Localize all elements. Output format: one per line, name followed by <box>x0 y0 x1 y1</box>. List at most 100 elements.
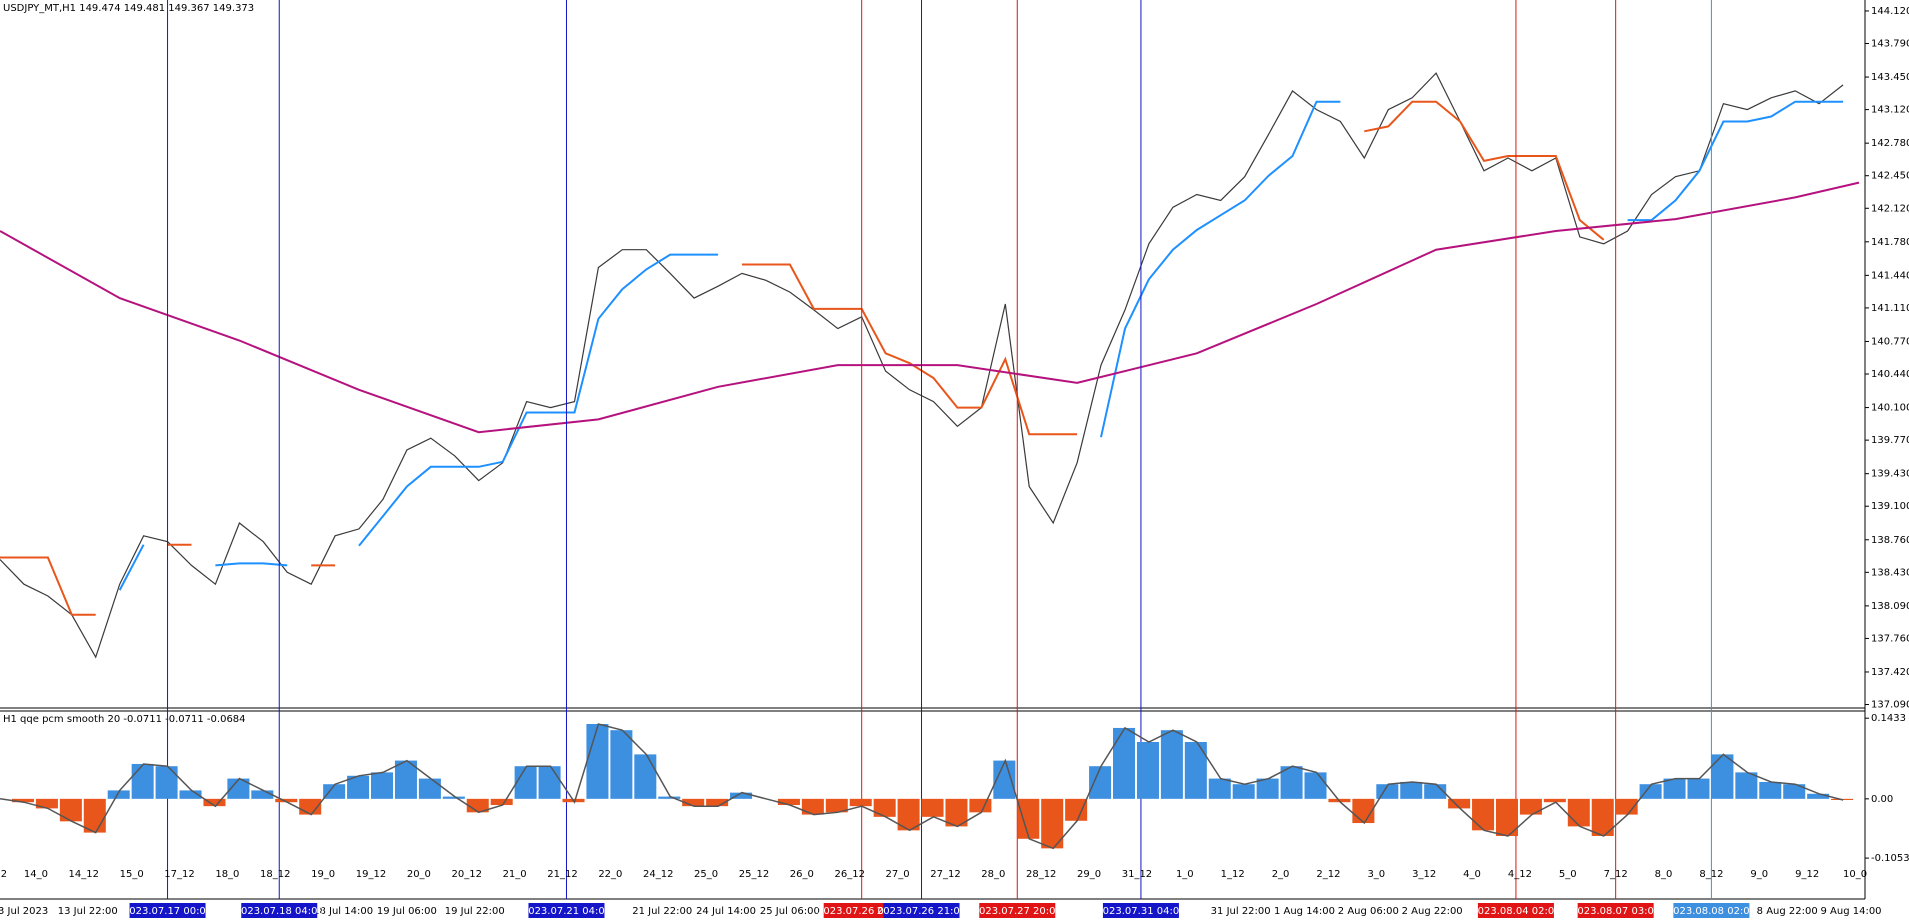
x-tick-label: 21 Jul 22:00 <box>632 906 692 917</box>
event-label: 2023.07.26 06:00 <box>817 906 906 917</box>
histogram-bar <box>418 778 441 799</box>
main-title: USDJPY_MT,H1 149.474 149.481 149.367 149… <box>3 3 254 14</box>
x-tick-label: 28_0 <box>981 869 1005 880</box>
histogram-bar <box>83 798 106 833</box>
histogram-bar <box>107 790 130 799</box>
histogram-bar <box>1089 766 1112 799</box>
x-tick-label: 27_0 <box>886 869 910 880</box>
x-tick-label: 18 Jul 14:00 <box>313 906 373 917</box>
histogram-bar <box>1687 778 1710 799</box>
histogram-bar <box>1065 798 1088 821</box>
x-tick-label: 10_0 <box>1843 869 1867 880</box>
event-label-box <box>883 903 960 918</box>
y-tick-label: 139.100 <box>1871 501 1909 512</box>
histogram-bar <box>1615 798 1638 815</box>
event-label-box <box>1102 903 1179 918</box>
x-tick-label: 19 Jul 22:00 <box>445 906 505 917</box>
y-tick-label: 143.790 <box>1871 39 1909 50</box>
event-label: 2023.07.18 04:00 <box>235 906 324 917</box>
histogram-bar <box>1783 784 1806 799</box>
event-label-box <box>823 903 900 918</box>
histogram-bar <box>873 798 896 817</box>
histogram-bar <box>610 730 633 799</box>
histogram-bar <box>251 790 274 799</box>
histogram-bar <box>1711 754 1734 799</box>
histogram-bar <box>490 798 513 806</box>
histogram-bar <box>1519 798 1542 815</box>
x-tick-label: 8 Aug 22:00 <box>1757 906 1818 917</box>
histogram-bar <box>849 798 872 807</box>
x-tick-label: 24_12 <box>643 869 673 880</box>
histogram-bar <box>1567 798 1590 827</box>
x-tick-label: 2_12 <box>1316 869 1340 880</box>
histogram-bar <box>1663 778 1686 799</box>
histogram-bar <box>634 754 657 799</box>
x-tick-label: 31 Jul 22:00 <box>1211 906 1271 917</box>
histogram-bar <box>11 798 34 803</box>
x-tick-label: 2 Aug 06:00 <box>1338 906 1399 917</box>
histogram-bar <box>179 790 202 799</box>
x-tick-label: 5_0 <box>1559 869 1577 880</box>
histogram-bar <box>825 798 848 813</box>
event-label-box <box>1577 903 1654 918</box>
histogram-bar <box>203 798 226 807</box>
event-label-box <box>1673 903 1750 918</box>
histogram-bar <box>35 798 58 809</box>
histogram-bar <box>658 796 681 799</box>
text-layer: 144.120 143.790 143.450 143.120 142.780 142.4… <box>0 6 1909 918</box>
indicator-title: H1 qqe pcm smooth 20 -0.0711 -0.0711 -0.… <box>3 714 246 725</box>
histogram-bar <box>394 760 417 799</box>
histogram-bar <box>1041 798 1064 849</box>
y-tick-label: 142.780 <box>1871 138 1909 149</box>
x-tick-label: 9_0 <box>1750 869 1768 880</box>
y-tick-label: 0.00 <box>1871 794 1893 805</box>
histogram-bar <box>466 798 489 813</box>
x-tick-label: 9_12 <box>1795 869 1819 880</box>
x-tick-label: 22_0 <box>598 869 622 880</box>
histogram-bar <box>1304 772 1327 799</box>
x-tick-label: 28_12 <box>1026 869 1056 880</box>
histogram-bar <box>897 798 920 831</box>
histogram-bar <box>1639 784 1662 799</box>
x-tick-label: 15_0 <box>120 869 144 880</box>
x-tick-label: 27_12 <box>930 869 960 880</box>
x-tick-label: 19 Jul 06:00 <box>377 906 437 917</box>
event-label-box <box>1477 903 1554 918</box>
x-tick-label: 1 Aug 14:00 <box>1274 906 1335 917</box>
histogram-bar <box>1591 798 1614 836</box>
event-label: 2023.08.04 02:00 <box>1471 906 1560 917</box>
x-tick-label: 25 Jul 06:00 <box>760 906 820 917</box>
x-tick-label: 14_0 <box>24 869 48 880</box>
histogram-bar <box>969 798 992 813</box>
price-line <box>0 100 1605 616</box>
histogram-bar <box>1113 727 1136 799</box>
x-tick-label: 17_12 <box>164 869 194 880</box>
y-tick-label: 139.430 <box>1871 469 1909 480</box>
x-tick-label: 7_12 <box>1604 869 1628 880</box>
histogram-bar <box>59 798 82 822</box>
x-tick-label: 26_12 <box>834 869 864 880</box>
x-tick-label: 13 Jul 22:00 <box>58 906 118 917</box>
y-tick-label: 139.770 <box>1871 435 1909 446</box>
histogram-bar <box>442 796 465 799</box>
event-label: 2023.07.31 04:00 <box>1096 906 1185 917</box>
histogram-bar <box>1759 781 1782 799</box>
x-tick-label: 9 Aug 14:00 <box>1820 906 1881 917</box>
x-tick-label: 19_0 <box>311 869 335 880</box>
histogram-bar <box>1807 793 1830 799</box>
y-tick-label: 140.440 <box>1871 369 1909 380</box>
y-tick-label: 144.120 <box>1871 6 1909 17</box>
histogram-bar <box>1400 781 1423 799</box>
histogram-bar <box>275 798 298 803</box>
histogram-bar <box>1160 730 1183 799</box>
x-tick-label: 25_0 <box>694 869 718 880</box>
histogram-bar <box>586 723 609 799</box>
event-label-box <box>129 903 206 918</box>
histogram-bar <box>1017 798 1040 839</box>
event-label: 2023.07.27 20:00 <box>973 906 1062 917</box>
histogram-bar <box>706 798 729 807</box>
y-tick-label: 137.090 <box>1871 700 1909 711</box>
histogram-bar <box>1184 742 1207 799</box>
